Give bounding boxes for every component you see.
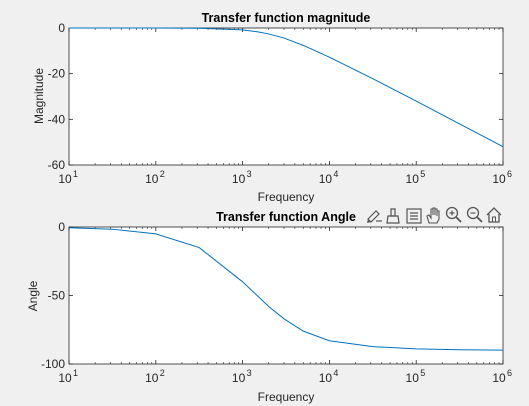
zoom-in-icon[interactable] xyxy=(445,206,462,223)
x-tick-label: 10 xyxy=(406,371,420,385)
angle-axes-area[interactable] xyxy=(68,226,504,365)
y-tick-label: -60 xyxy=(48,158,66,172)
brush-icon[interactable] xyxy=(367,210,382,223)
x-tick-label-exponent: 2 xyxy=(160,169,165,179)
x-tick-label-exponent: 5 xyxy=(420,368,425,378)
y-tick-label: -40 xyxy=(48,112,66,126)
legend-icon[interactable] xyxy=(406,208,422,224)
y-tick-label: 0 xyxy=(58,220,65,234)
x-tick-label-exponent: 5 xyxy=(420,169,425,179)
x-tick-label-exponent: 1 xyxy=(73,169,78,179)
pan-hand-icon[interactable] xyxy=(426,207,440,224)
magnitude-plot[interactable]: Transfer function magnitude Frequency Ma… xyxy=(32,11,512,204)
x-tick-label-exponent: 4 xyxy=(333,368,338,378)
angle-ticks: 10 1 10 2 10 3 10 4 10 5 10 60-50-100 xyxy=(41,220,512,385)
home-icon[interactable] xyxy=(486,207,502,223)
angle-x-axis-label: Frequency xyxy=(258,390,315,404)
axes-toolbar xyxy=(367,206,502,224)
magnitude-x-axis-label: Frequency xyxy=(258,190,315,204)
angle-y-axis-label: Angle xyxy=(26,280,40,311)
x-tick-label-exponent: 2 xyxy=(160,368,165,378)
angle-plot-title: Transfer function Angle xyxy=(216,210,356,224)
angle-plot[interactable]: Transfer function Angle Frequency Angle … xyxy=(26,210,512,404)
magnitude-plot-title: Transfer function magnitude xyxy=(202,11,371,25)
x-tick-label: 10 xyxy=(406,172,420,186)
x-tick-label: 10 xyxy=(319,172,333,186)
x-tick-label: 10 xyxy=(58,371,72,385)
x-tick-label: 10 xyxy=(492,371,506,385)
y-tick-label: 0 xyxy=(58,21,65,35)
y-tick-label: -50 xyxy=(48,289,66,303)
x-tick-label: 10 xyxy=(58,172,72,186)
x-tick-label: 10 xyxy=(145,172,159,186)
x-tick-label: 10 xyxy=(319,371,333,385)
y-tick-label: -100 xyxy=(41,357,65,371)
x-tick-label-exponent: 3 xyxy=(247,368,252,378)
x-tick-label-exponent: 4 xyxy=(333,169,338,179)
x-tick-label-exponent: 6 xyxy=(507,169,512,179)
x-tick-label-exponent: 1 xyxy=(73,368,78,378)
x-tick-label: 10 xyxy=(232,371,246,385)
magnitude-series-line xyxy=(69,27,504,148)
y-tick-label: -20 xyxy=(48,67,66,81)
magnitude-ticks: 10 1 10 2 10 3 10 4 10 5 10 60-20-40-60 xyxy=(48,21,512,186)
magnitude-axes-area[interactable] xyxy=(68,27,504,166)
x-tick-label: 10 xyxy=(232,172,246,186)
angle-series-line xyxy=(68,227,504,351)
data-cursor-icon[interactable] xyxy=(386,208,400,224)
zoom-out-icon[interactable] xyxy=(466,206,483,223)
x-tick-label: 10 xyxy=(145,371,159,385)
magnitude-y-axis-label: Magnitude xyxy=(32,68,46,124)
x-tick-label-exponent: 3 xyxy=(247,169,252,179)
x-tick-label-exponent: 6 xyxy=(507,368,512,378)
x-tick-label: 10 xyxy=(492,172,506,186)
